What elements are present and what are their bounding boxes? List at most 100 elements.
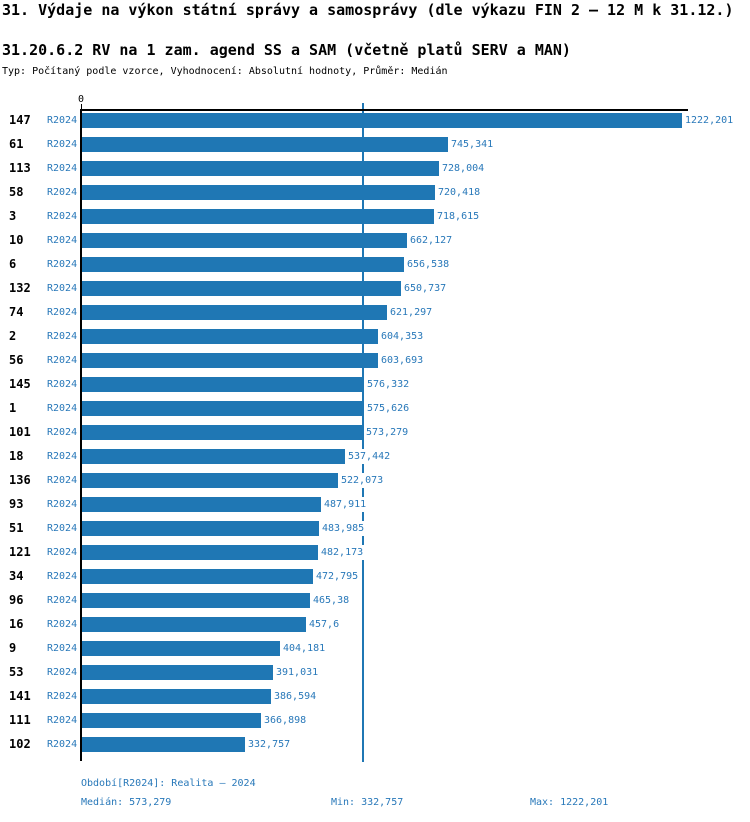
value-bar — [82, 257, 404, 272]
value-label: 576,332 — [367, 377, 413, 392]
value-label: 457,6 — [309, 617, 343, 632]
value-label: 604,353 — [381, 329, 427, 344]
value-label: 573,279 — [366, 425, 412, 440]
footer-max-label: Max: 1222,201 — [530, 797, 609, 808]
row-id-label: 147 — [9, 113, 31, 127]
row-id-label: 145 — [9, 377, 31, 391]
row-id-label: 6 — [9, 257, 17, 271]
row-id-label: 141 — [9, 689, 31, 703]
row-period-label: R2024 — [47, 739, 78, 750]
row-period-label: R2024 — [47, 691, 78, 702]
row-id-label: 132 — [9, 281, 31, 295]
row-period-label: R2024 — [47, 331, 78, 342]
value-label: 482,173 — [321, 545, 367, 560]
row-period-label: R2024 — [47, 379, 78, 390]
value-bar — [82, 617, 306, 632]
value-label: 404,181 — [283, 641, 329, 656]
row-id-label: 34 — [9, 569, 24, 583]
row-id-label: 1 — [9, 401, 17, 415]
row-id-label: 51 — [9, 521, 24, 535]
value-label: 650,737 — [404, 281, 450, 296]
row-period-label: R2024 — [47, 715, 78, 726]
value-bar — [82, 185, 435, 200]
chart-meta-line: Typ: Počítaný podle vzorce, Vyhodnocení:… — [2, 66, 448, 77]
row-id-label: 16 — [9, 617, 24, 631]
row-period-label: R2024 — [47, 451, 78, 462]
value-bar — [82, 521, 319, 536]
value-bar — [82, 281, 401, 296]
row-period-label: R2024 — [47, 427, 78, 438]
row-id-label: 74 — [9, 305, 24, 319]
value-bar — [82, 737, 245, 752]
value-bar — [82, 425, 363, 440]
row-id-label: 102 — [9, 737, 31, 751]
value-bar — [82, 377, 364, 392]
value-bar — [82, 569, 313, 584]
row-id-label: 10 — [9, 233, 24, 247]
value-label: 720,418 — [438, 185, 484, 200]
chart-subtitle: 31.20.6.2 RV na 1 zam. agend SS a SAM (v… — [2, 41, 571, 59]
value-label: 332,757 — [248, 737, 294, 752]
footer-median-label: Medián: 573,279 — [81, 797, 172, 808]
x-axis-zero-tick — [80, 104, 82, 110]
row-period-label: R2024 — [47, 259, 78, 270]
value-bar — [82, 665, 273, 680]
row-period-label: R2024 — [47, 595, 78, 606]
row-id-label: 61 — [9, 137, 24, 151]
value-label: 662,127 — [410, 233, 456, 248]
value-label: 483,985 — [322, 521, 368, 536]
value-bar — [82, 329, 378, 344]
row-period-label: R2024 — [47, 667, 78, 678]
row-period-label: R2024 — [47, 475, 78, 486]
row-period-label: R2024 — [47, 499, 78, 510]
value-bar — [82, 641, 280, 656]
row-id-label: 93 — [9, 497, 24, 511]
row-period-label: R2024 — [47, 307, 78, 318]
page-title: 31. Výdaje na výkon státní správy a samo… — [2, 1, 734, 19]
row-id-label: 58 — [9, 185, 24, 199]
value-label: 391,031 — [276, 665, 322, 680]
value-label: 718,615 — [437, 209, 483, 224]
row-period-label: R2024 — [47, 187, 78, 198]
row-period-label: R2024 — [47, 571, 78, 582]
value-bar — [82, 305, 387, 320]
row-id-label: 56 — [9, 353, 24, 367]
value-label: 621,297 — [390, 305, 436, 320]
row-period-label: R2024 — [47, 163, 78, 174]
value-label: 575,626 — [367, 401, 413, 416]
value-bar — [82, 593, 310, 608]
value-bar — [82, 473, 338, 488]
row-period-label: R2024 — [47, 283, 78, 294]
row-period-label: R2024 — [47, 403, 78, 414]
value-label: 366,898 — [264, 713, 310, 728]
x-axis-line — [80, 109, 688, 111]
value-label: 728,004 — [442, 161, 488, 176]
row-period-label: R2024 — [47, 115, 78, 126]
y-axis-line — [80, 109, 82, 761]
footer-period-label: Období[R2024]: Realita – 2024 — [81, 778, 256, 789]
row-period-label: R2024 — [47, 139, 78, 150]
value-label: 537,442 — [348, 449, 394, 464]
value-label: 487,911 — [324, 497, 370, 512]
row-period-label: R2024 — [47, 547, 78, 558]
row-id-label: 9 — [9, 641, 17, 655]
value-bar — [82, 233, 407, 248]
row-id-label: 96 — [9, 593, 24, 607]
row-id-label: 111 — [9, 713, 31, 727]
value-label: 472,795 — [316, 569, 362, 584]
value-bar — [82, 113, 682, 128]
value-bar — [82, 449, 345, 464]
value-label: 603,693 — [381, 353, 427, 368]
value-bar — [82, 137, 448, 152]
value-label: 465,38 — [313, 593, 353, 608]
row-id-label: 18 — [9, 449, 24, 463]
value-bar — [82, 161, 439, 176]
row-id-label: 113 — [9, 161, 31, 175]
value-label: 386,594 — [274, 689, 320, 704]
row-id-label: 136 — [9, 473, 31, 487]
row-id-label: 2 — [9, 329, 17, 343]
row-period-label: R2024 — [47, 235, 78, 246]
value-label: 656,538 — [407, 257, 453, 272]
value-bar — [82, 713, 261, 728]
